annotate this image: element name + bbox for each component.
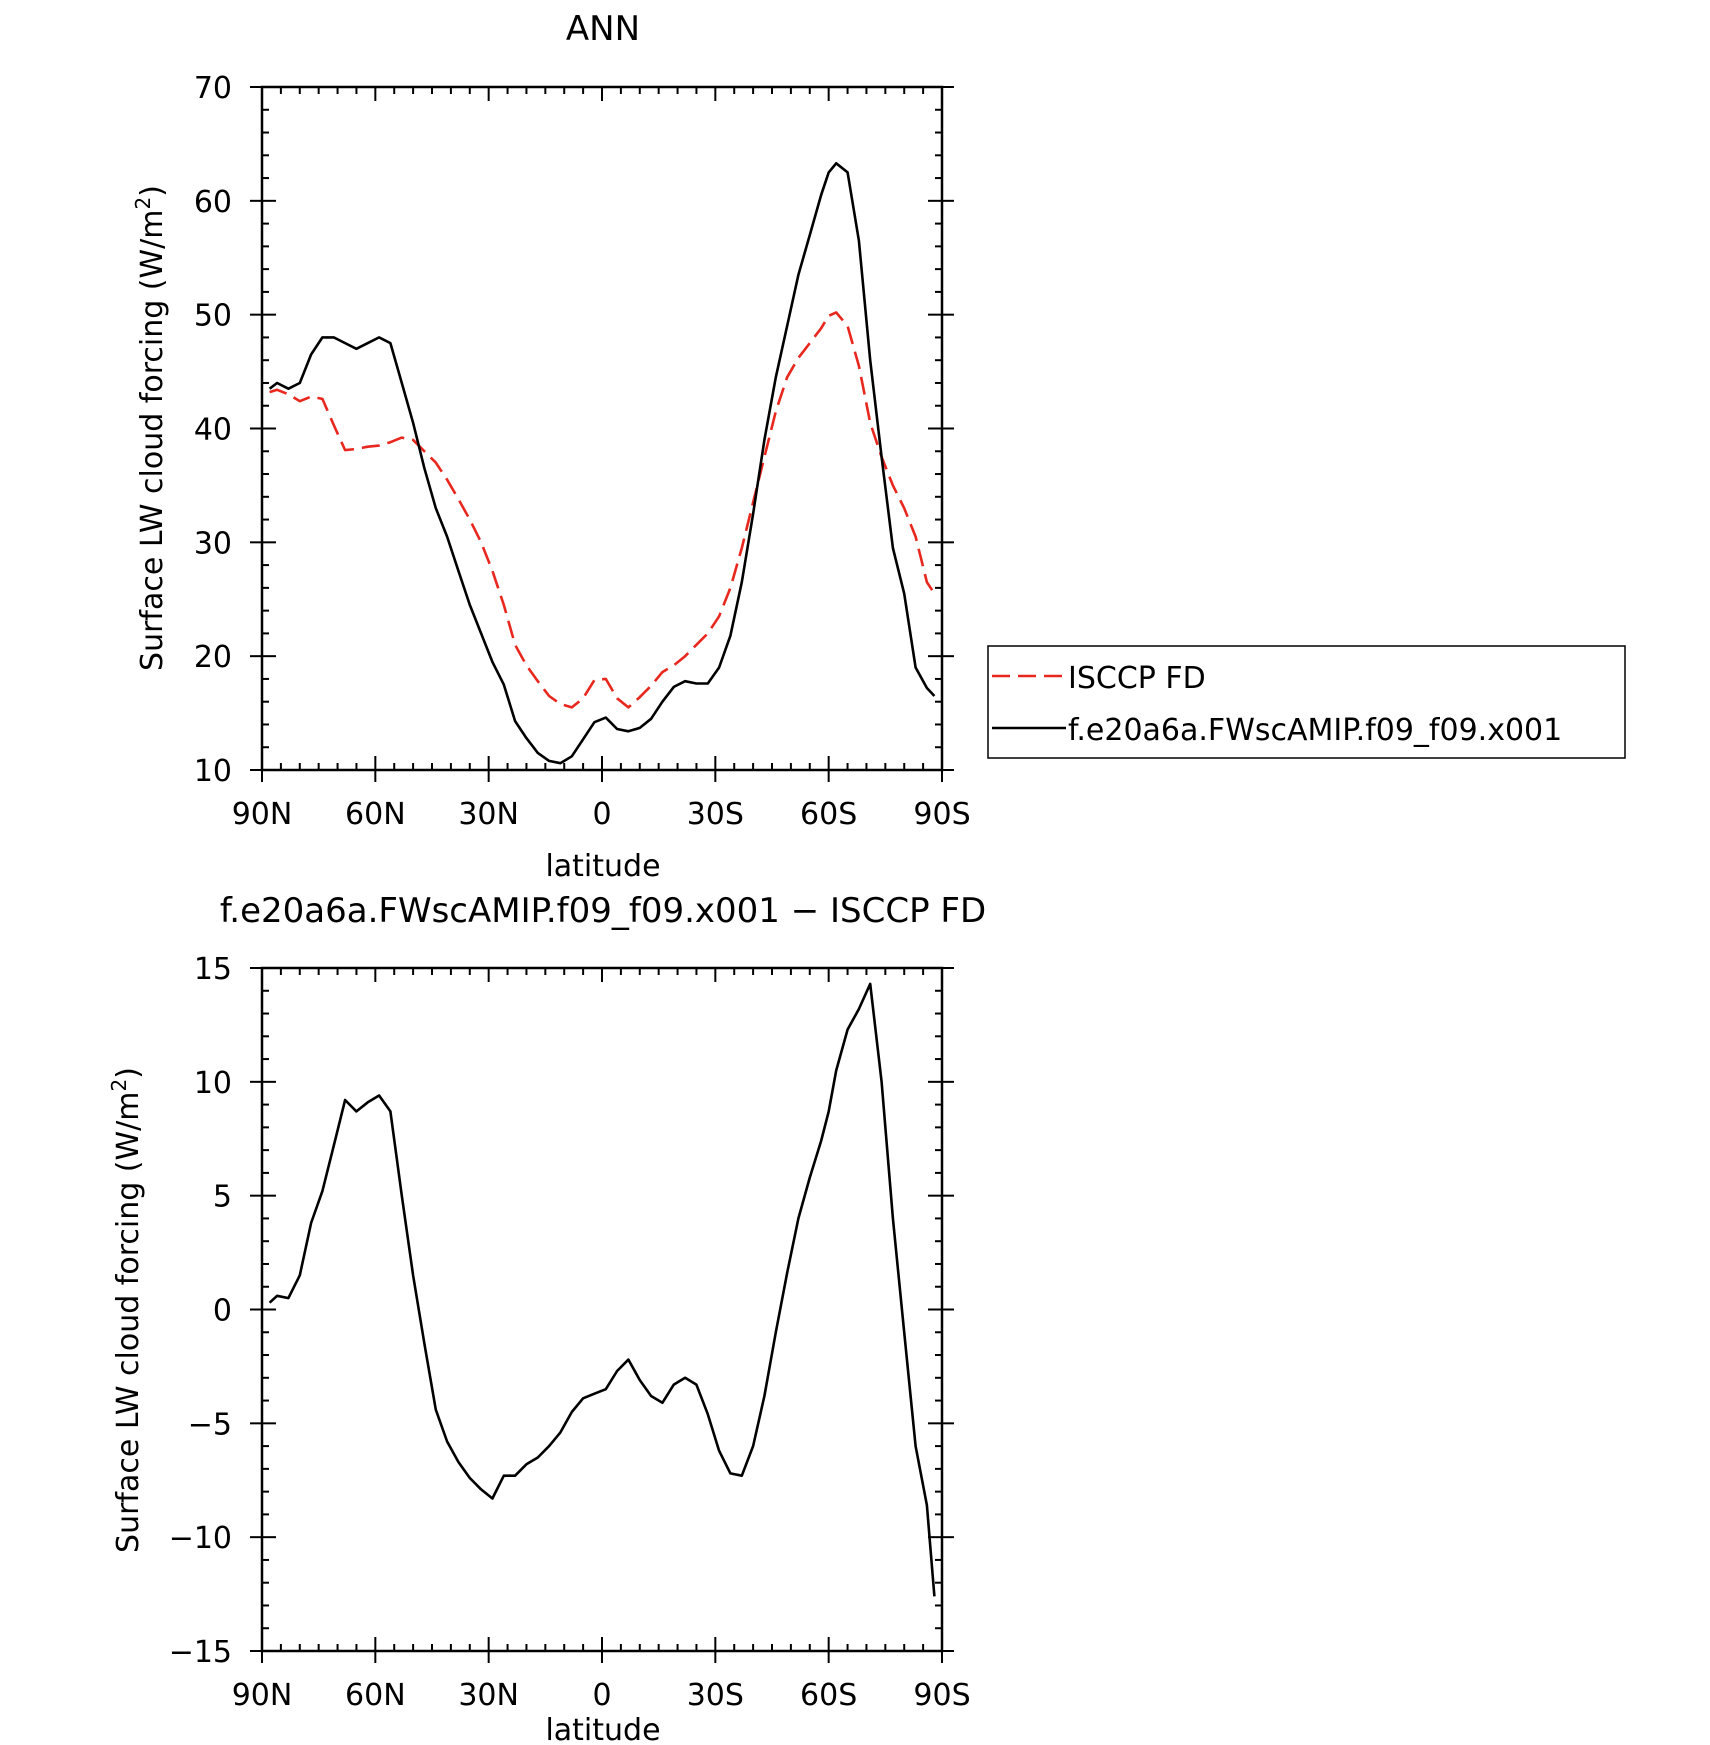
bottom-x-tick-label: 90N (232, 1678, 293, 1713)
top-x-tick-label: 60N (345, 797, 406, 832)
top-series-line-1 (268, 162, 936, 765)
bottom-y-tick-label: 0 (213, 1294, 232, 1329)
top-x-tick-label: 30S (687, 797, 744, 832)
bottom-x-tick-label: 60S (800, 1678, 857, 1713)
top-y-tick-label: 30 (194, 526, 232, 561)
bottom-x-tick-label: 0 (592, 1678, 611, 1713)
top-chart-plot-frame (260, 85, 944, 772)
top-chart-lines (268, 162, 936, 765)
bottom-chart-y-axis-label: Surface LW cloud forcing (W/m2) (107, 1067, 146, 1553)
top-chart-legend: ISCCP FD f.e20a6a.FWscAMIP.f09_f09.x001 (987, 645, 1626, 759)
bottom-chart-lines (268, 982, 936, 1597)
top-chart-y-axis-label: Surface LW cloud forcing (W/m2) (131, 185, 170, 671)
bottom-chart-y-axis-label-superscript: 2 (107, 1079, 131, 1092)
bottom-chart-x-tick-labels: 90N 60N 30N 0 30S 60S 90S (232, 1678, 971, 1713)
top-chart-title: ANN (566, 9, 640, 49)
top-chart-y-axis-label-superscript: 2 (131, 197, 155, 210)
top-x-tick-label: 30N (458, 797, 519, 832)
bottom-y-tick-label: 5 (213, 1180, 232, 1215)
top-x-tick-label: 90N (232, 797, 293, 832)
top-chart-ticks (250, 86, 954, 782)
bottom-chart-ticks (250, 967, 954, 1663)
top-x-tick-label: 60S (800, 797, 857, 832)
top-y-tick-label: 10 (194, 754, 232, 789)
bottom-chart-title: f.e20a6a.FWscAMIP.f09_f09.x001 − ISCCP F… (220, 891, 986, 931)
top-x-tick-label: 90S (913, 797, 970, 832)
bottom-y-tick-label: −10 (169, 1521, 232, 1556)
top-series-line-0 (269, 311, 936, 709)
bottom-y-tick-label: −5 (188, 1407, 232, 1442)
top-chart-y-tick-labels: 10 20 30 40 50 60 70 (194, 71, 232, 789)
bottom-y-tick-label: 15 (194, 952, 232, 987)
top-chart-x-tick-labels: 90N 60N 30N 0 30S 60S 90S (232, 797, 971, 832)
top-y-tick-label: 70 (194, 71, 232, 106)
legend-label-isccp-fd: ISCCP FD (1068, 661, 1206, 696)
top-chart-x-axis-label: latitude (545, 849, 660, 884)
bottom-chart-panel: f.e20a6a.FWscAMIP.f09_f09.x001 − ISCCP F… (107, 891, 986, 1745)
bottom-x-tick-label: 30S (687, 1678, 744, 1713)
top-chart-panel: ANN 90N 60N 30N 0 30S 60S 90S 10 20 30 40 50 60 70 l… (131, 9, 1626, 884)
bottom-chart-y-tick-labels: −15 −10 −5 0 5 10 15 (169, 952, 232, 1670)
bottom-series-line-0 (268, 982, 936, 1597)
legend-label-model: f.e20a6a.FWscAMIP.f09_f09.x001 (1068, 713, 1562, 748)
bottom-x-tick-label: 30N (458, 1678, 519, 1713)
top-y-tick-label: 20 (194, 640, 232, 675)
top-x-tick-label: 0 (592, 797, 611, 832)
bottom-chart-x-axis-label: latitude (545, 1713, 660, 1745)
bottom-y-tick-label: 10 (194, 1066, 232, 1101)
top-y-tick-label: 50 (194, 299, 232, 334)
bottom-y-tick-label: −15 (169, 1635, 232, 1670)
legend-box (987, 645, 1626, 759)
bottom-x-tick-label: 60N (345, 1678, 406, 1713)
top-y-tick-label: 60 (194, 185, 232, 220)
bottom-x-tick-label: 90S (913, 1678, 970, 1713)
top-y-tick-label: 40 (194, 413, 232, 448)
bottom-chart-plot-frame (260, 966, 944, 1653)
